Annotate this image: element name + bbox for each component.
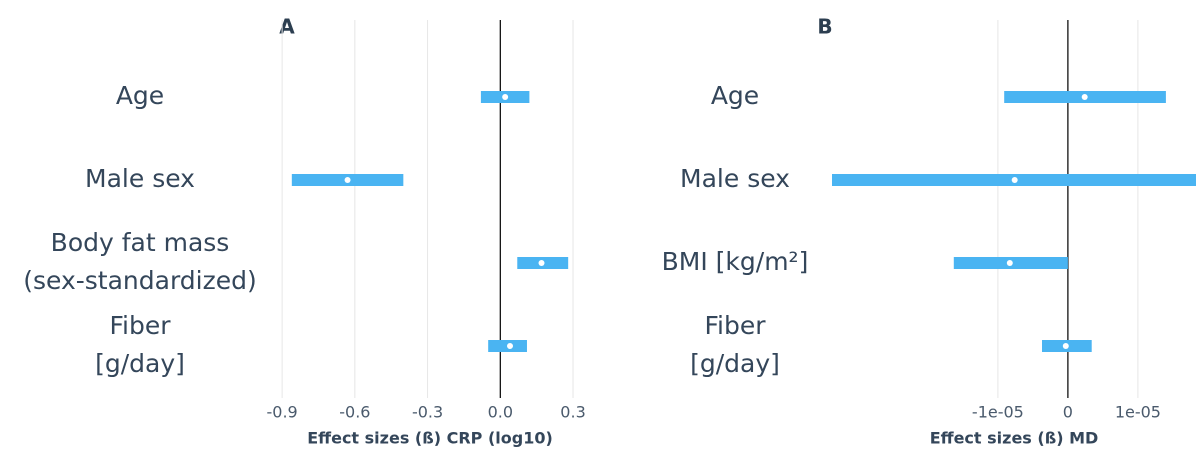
x-axis-title: Effect sizes (ß) MD — [930, 429, 1099, 448]
category-label: Male sex — [85, 164, 195, 193]
category-label: Age — [116, 81, 164, 110]
category-line: Fiber — [704, 311, 766, 340]
category-line: [g/day] — [690, 349, 780, 378]
category-line: Age — [116, 81, 164, 110]
x-tick-label: 1e-05 — [1115, 403, 1161, 422]
bars — [291, 91, 569, 352]
category-line: Body fat mass — [51, 228, 230, 257]
category-label: BMI [kg/m²] — [662, 247, 809, 276]
x-tick-label: 0.3 — [560, 403, 585, 422]
category-line: [g/day] — [95, 349, 185, 378]
category-line: BMI [kg/m²] — [662, 247, 809, 276]
category-line: (sex-standardized) — [23, 266, 257, 295]
estimate-point — [538, 260, 545, 266]
x-tick-label: -0.9 — [267, 403, 298, 422]
category-line: Fiber — [109, 311, 171, 340]
x-axis-title: Effect sizes (ß) CRP (log10) — [307, 429, 553, 448]
panel-title: A — [279, 15, 295, 39]
category-line: Age — [711, 81, 759, 110]
category-label: Fiber [g/day] — [95, 311, 185, 378]
x-tick-label: -0.3 — [412, 403, 443, 422]
category-label: Age — [711, 81, 759, 110]
estimate-point — [507, 343, 513, 349]
category-label: Fiber [g/day] — [690, 311, 780, 378]
x-tick-label: 0.0 — [488, 403, 513, 422]
category-label: Male sex — [680, 164, 790, 193]
category-line: Male sex — [85, 164, 195, 193]
estimate-point — [1011, 177, 1018, 183]
x-tick-label: -0.6 — [339, 403, 370, 422]
category-line: Male sex — [680, 164, 790, 193]
estimate-point — [1062, 343, 1069, 349]
estimate-point — [344, 177, 351, 183]
x-tick-label: 0 — [1063, 403, 1073, 422]
estimate-point — [502, 94, 509, 100]
estimate-point — [1081, 94, 1088, 100]
category-label: Body fat mass (sex-standardized) — [23, 228, 257, 295]
x-tick-label: -1e-05 — [972, 403, 1024, 422]
bars — [832, 91, 1196, 352]
estimate-point — [1006, 260, 1013, 266]
panel-title: B — [817, 15, 832, 39]
